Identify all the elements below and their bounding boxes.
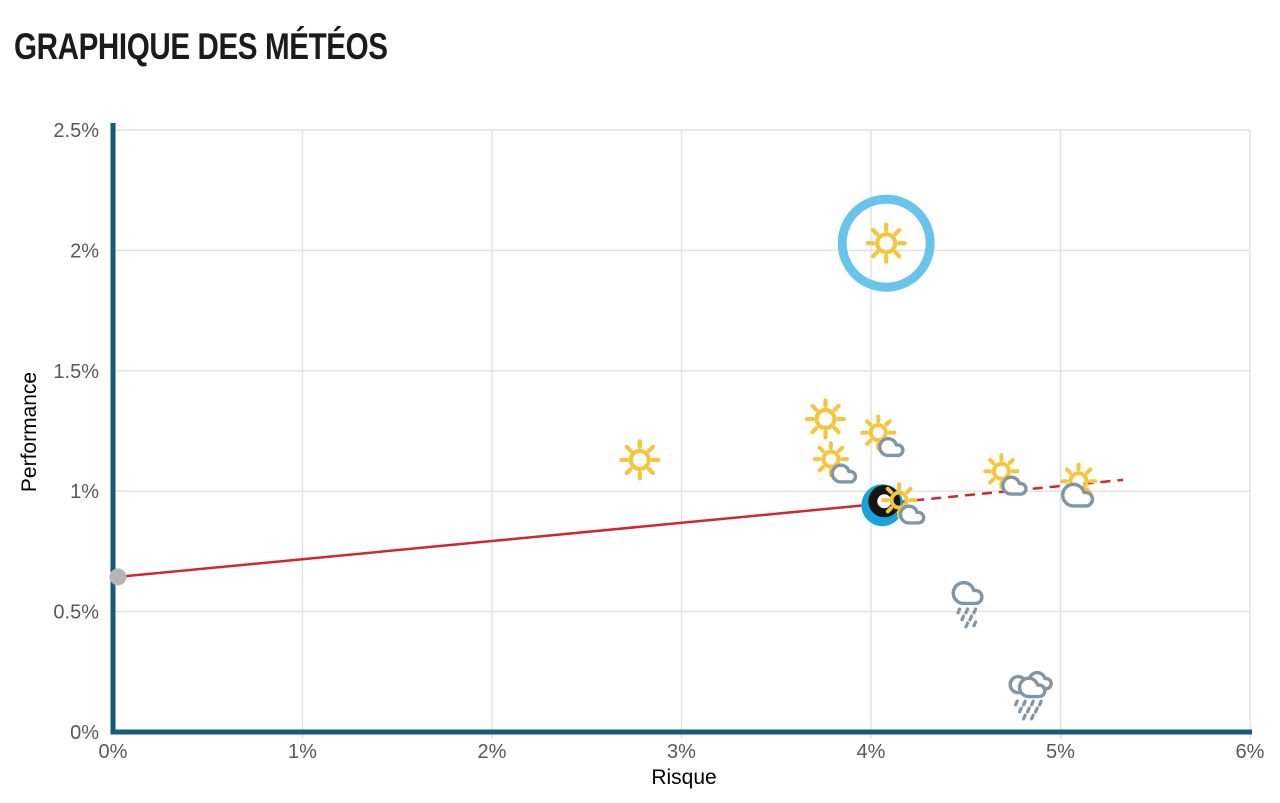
heavy-rain-icon[interactable] xyxy=(1008,670,1053,721)
y-tick-label: 0% xyxy=(70,722,99,744)
highlight-circle xyxy=(837,194,935,292)
sun-cloud-icon[interactable] xyxy=(860,414,905,458)
y-tick-label: 2.5% xyxy=(53,120,99,142)
y-axis-title: Performance xyxy=(18,371,41,493)
rain-icon[interactable] xyxy=(951,580,984,629)
x-tick-label: 1% xyxy=(288,741,317,763)
x-tick-label: 3% xyxy=(667,741,696,763)
y-tick-label: 1% xyxy=(70,481,99,503)
sun-cloud-icon[interactable] xyxy=(983,453,1028,496)
page-title: GRAPHIQUE DES MÉTÉOS xyxy=(14,26,388,67)
x-tick-label: 5% xyxy=(1046,741,1075,763)
y-tick-label: 0.5% xyxy=(53,602,99,624)
sun-cloud-icon[interactable] xyxy=(881,482,926,525)
trend-line-dashed xyxy=(880,478,1124,505)
x-tick-label: 6% xyxy=(1236,741,1265,763)
sun-behind-cloud-icon[interactable] xyxy=(1060,462,1098,508)
x-tick-label: 2% xyxy=(478,741,507,763)
trend-start-dot xyxy=(109,568,127,586)
y-tick-label: 1.5% xyxy=(53,361,99,383)
x-tick-label: 0% xyxy=(99,741,128,763)
x-axis-title: Risque xyxy=(651,766,717,789)
sun-icon[interactable] xyxy=(619,439,661,481)
sun-cloud-icon[interactable] xyxy=(812,441,858,484)
y-tick-label: 2% xyxy=(70,240,99,262)
x-tick-label: 4% xyxy=(857,741,886,763)
sun-icon[interactable] xyxy=(804,398,847,440)
trend-line-solid xyxy=(117,502,881,579)
sun-icon[interactable] xyxy=(837,194,935,292)
